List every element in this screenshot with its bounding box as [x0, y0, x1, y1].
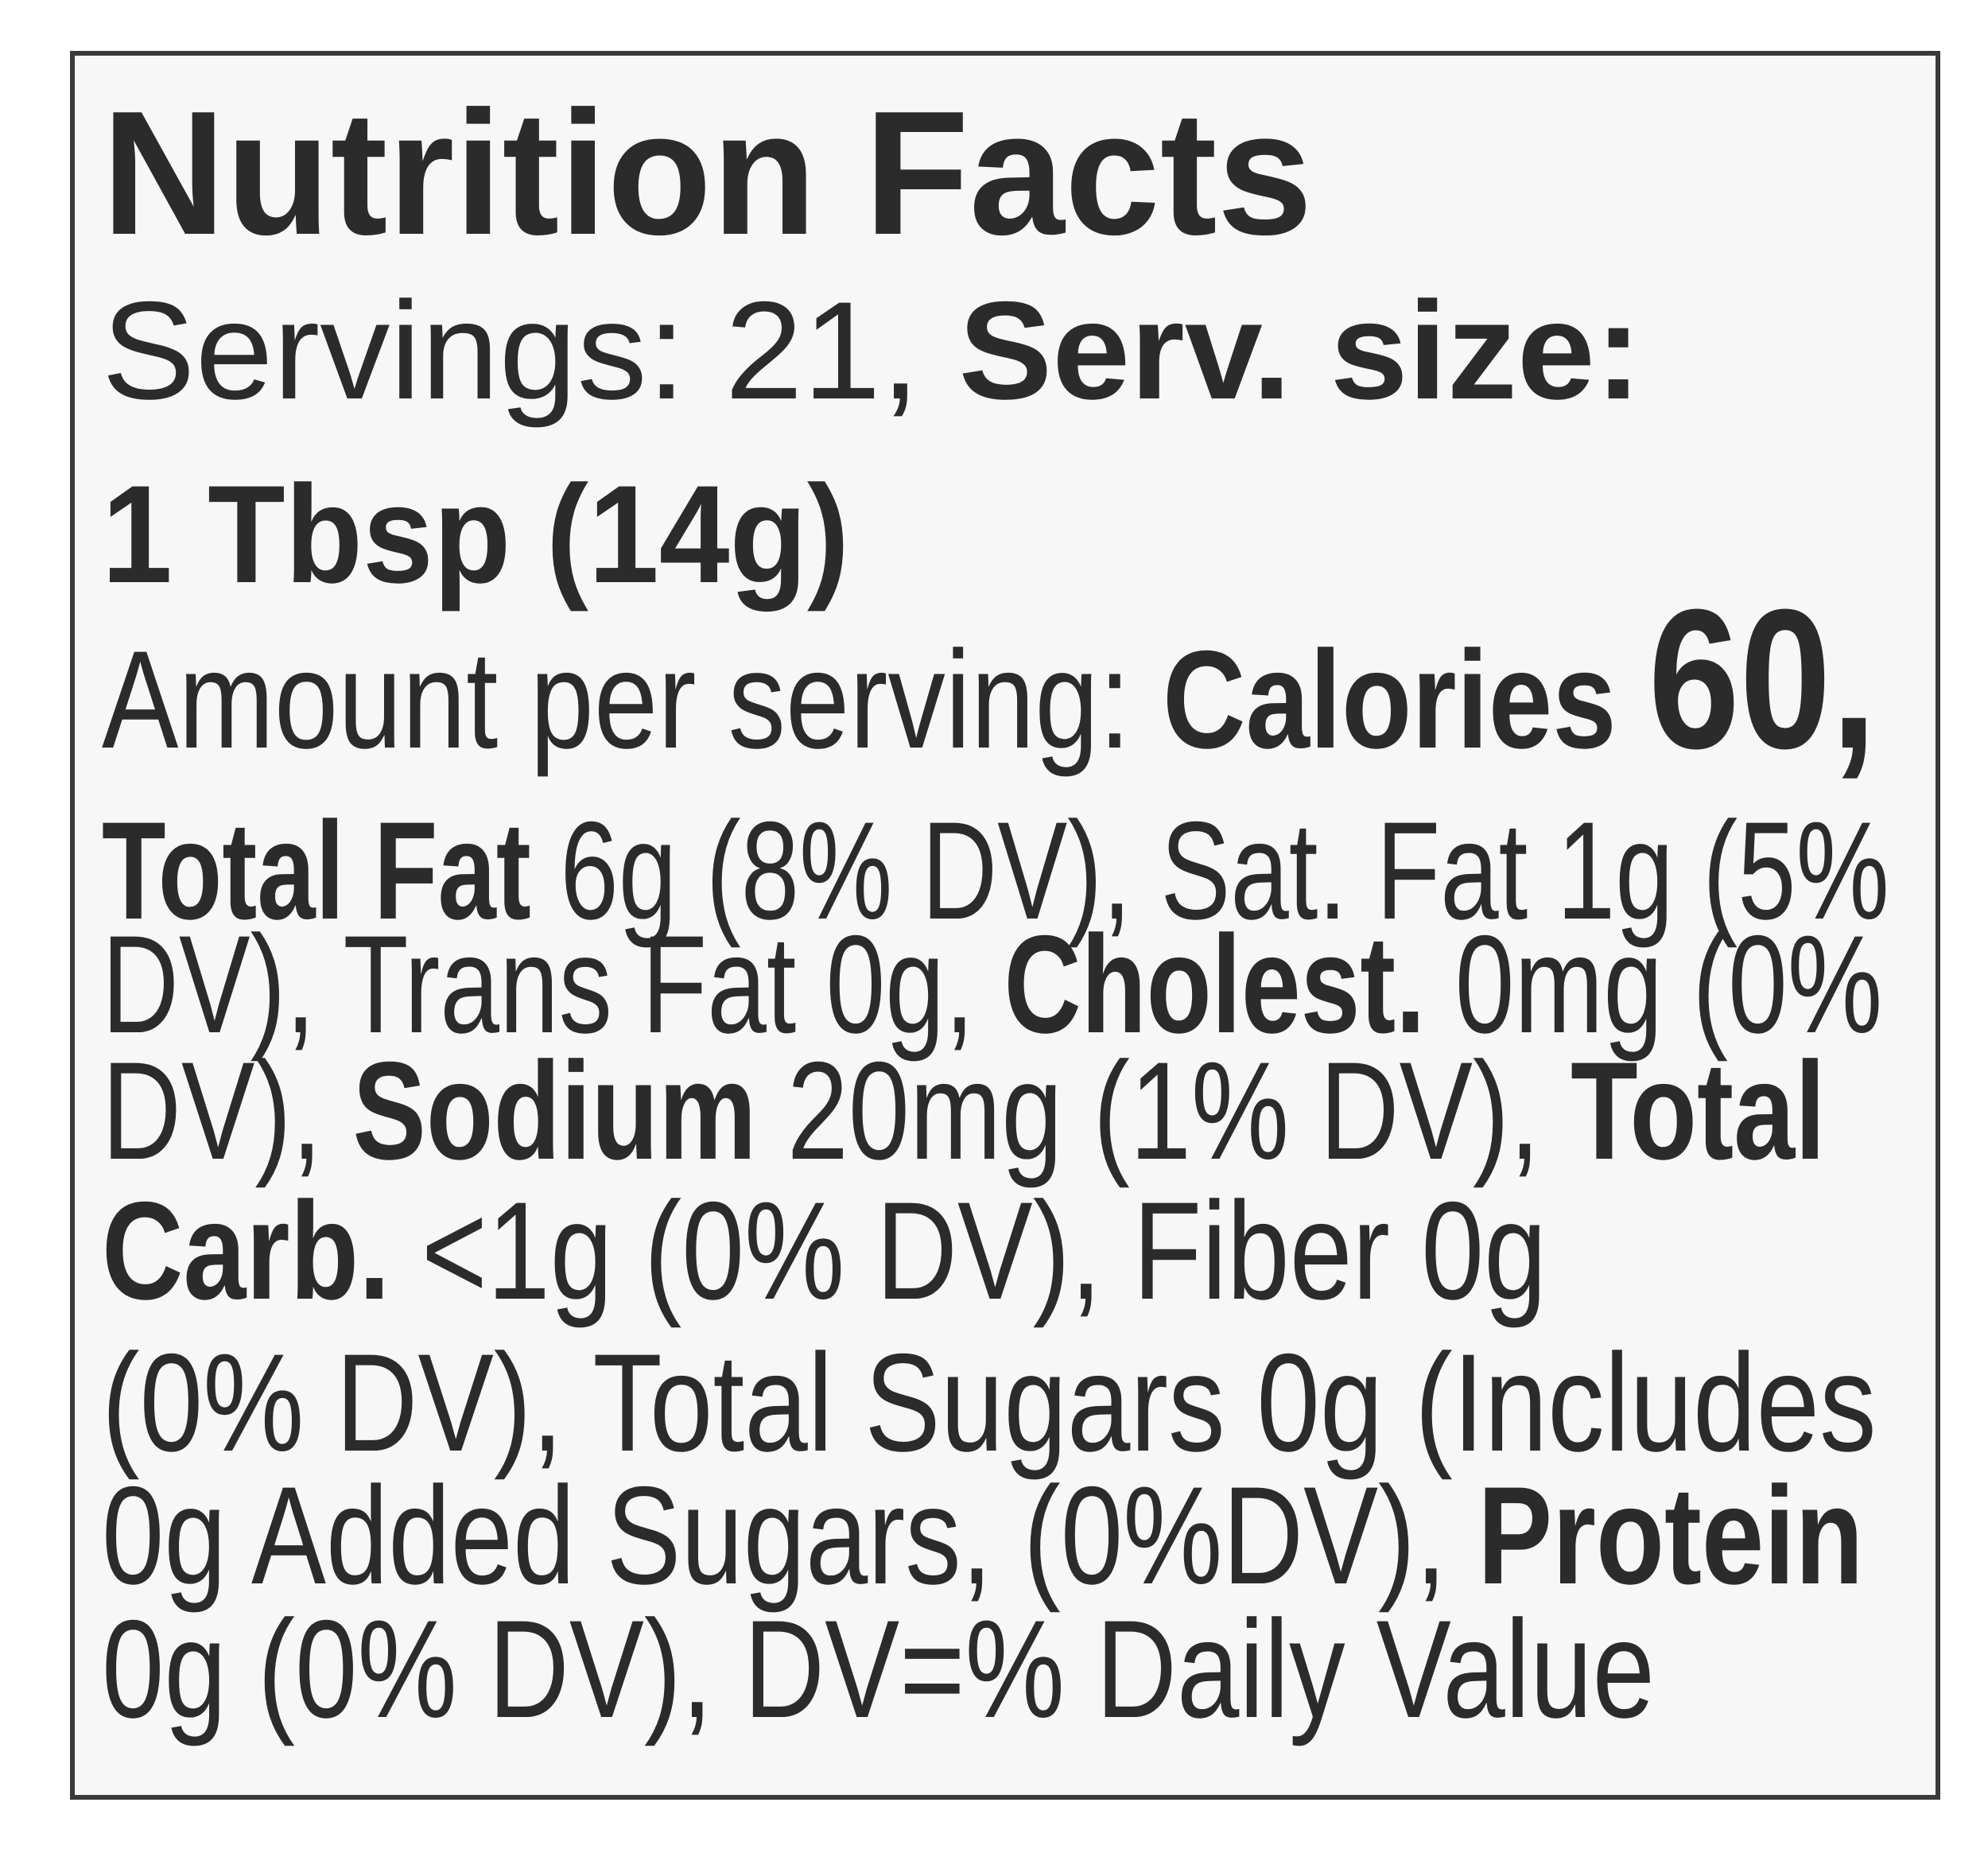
text-segment: Serv. size:	[958, 273, 1642, 429]
text-segment: 1 Tbsp (14g)	[102, 457, 850, 613]
text-segment: DV), Trans Fat 0g,	[102, 907, 1004, 1062]
text-segment: Calories	[1163, 622, 1648, 778]
text-segment: Total	[1571, 1034, 1826, 1190]
text-segment: Cholest.	[1004, 907, 1426, 1062]
text-segment: Sodium	[352, 1034, 757, 1190]
text-segment: (0% DV), Total Sugars 0g (Includes	[102, 1325, 1877, 1481]
text-segment: Amount per serving:	[102, 622, 1163, 778]
text-line: 0g Added Sugars, (0%DV), Protein	[102, 1466, 1863, 1606]
text-line: Amount per serving: Calories 60,	[102, 579, 1877, 779]
title: Nutrition Facts	[102, 74, 1313, 272]
text-segment: 0g Added Sugars, (0%DV),	[102, 1459, 1478, 1614]
title-line: Nutrition Facts	[102, 85, 1313, 262]
text-segment: Total Fat	[102, 793, 561, 949]
text-segment: 0g (0% DV), DV=% Daily Value	[102, 1591, 1656, 1747]
text-line: 1 Tbsp (14g)	[102, 465, 849, 604]
text-line: DV), Trans Fat 0g, Cholest. 0mg (0%	[102, 915, 1882, 1055]
text-line: (0% DV), Total Sugars 0g (Includes	[102, 1334, 1877, 1473]
text-line: Servings: 21, Serv. size:	[102, 282, 1642, 421]
text-segment: <1g (0% DV), Fiber 0g	[390, 1173, 1547, 1329]
text-line: 0g (0% DV), DV=% Daily Value	[102, 1600, 1655, 1739]
text-segment: DV),	[102, 1034, 353, 1190]
label-box	[70, 51, 1940, 1800]
text-line: Carb. <1g (0% DV), Fiber 0g	[102, 1182, 1547, 1321]
text-segment: 0mg (0%	[1425, 907, 1883, 1062]
text-segment: 20mg (1% DV),	[756, 1034, 1571, 1190]
text-segment: 60,	[1648, 567, 1877, 790]
text-line: DV), Sodium 20mg (1% DV), Total	[102, 1042, 1826, 1181]
text-line: Total Fat 6g (8% DV), Sat. Fat 1g (5%	[102, 802, 1889, 941]
text-segment: Servings: 21,	[102, 273, 959, 429]
text-segment: 6g (8% DV), Sat. Fat 1g (5%	[560, 793, 1889, 949]
text-segment: Protein	[1477, 1459, 1864, 1614]
text-segment: Carb.	[102, 1173, 390, 1329]
